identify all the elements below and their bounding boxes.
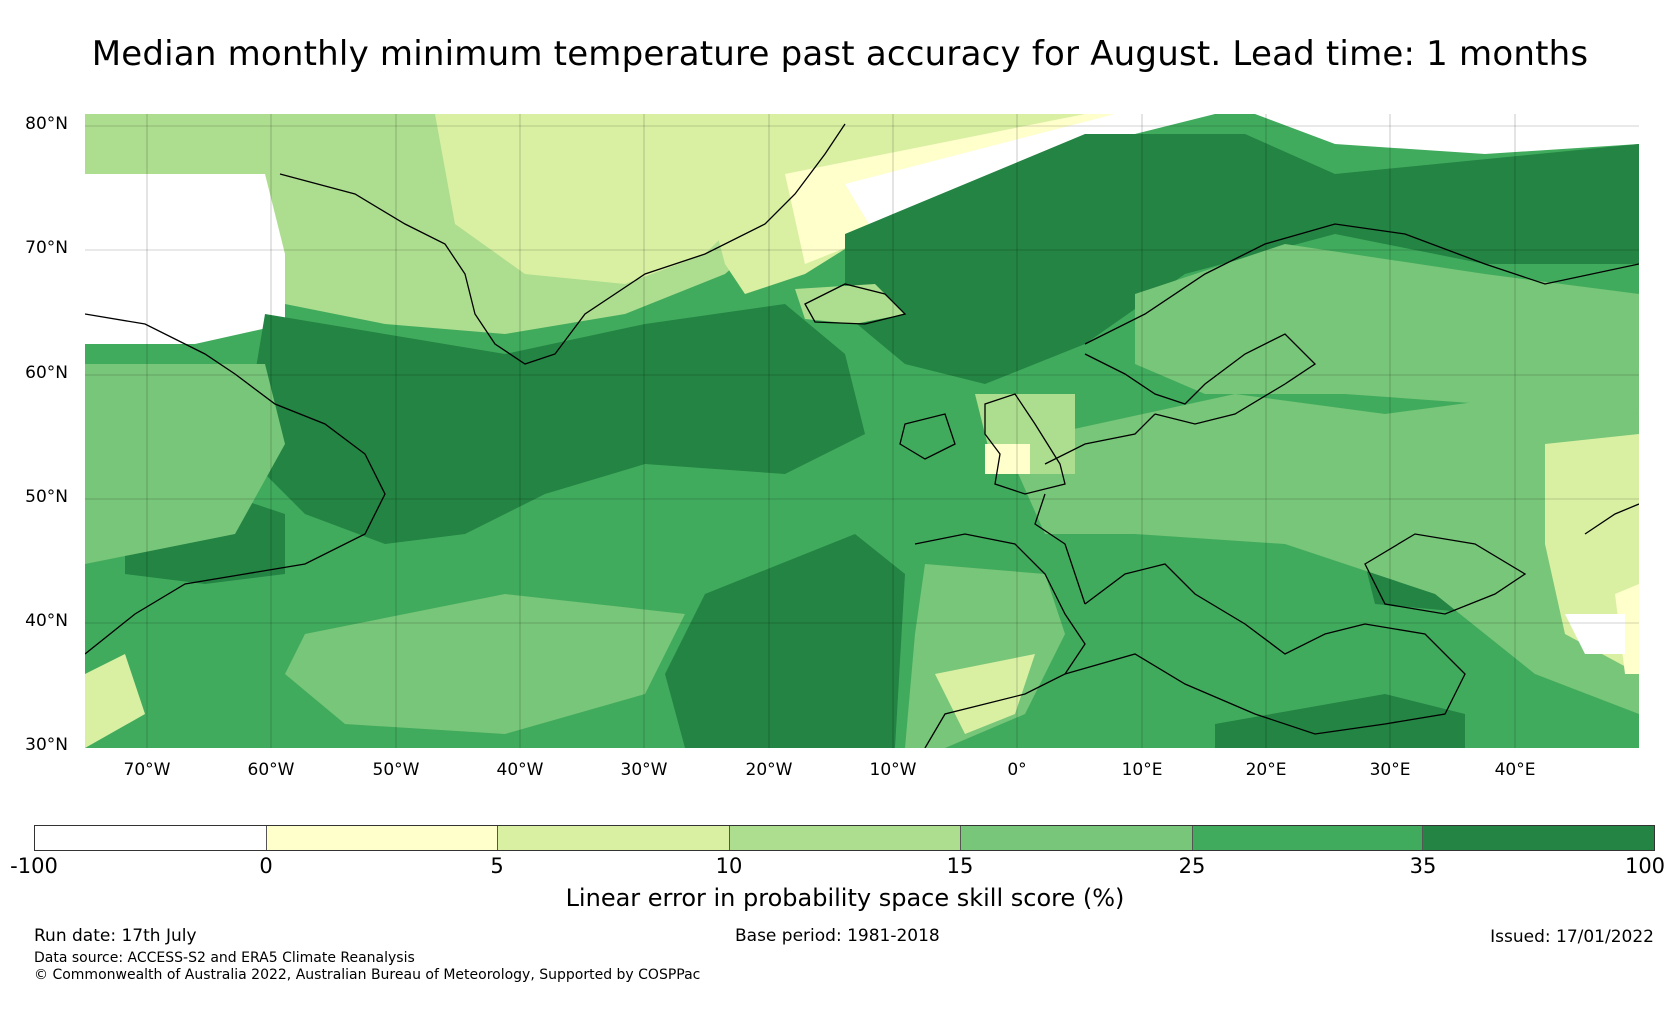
north-america-coast <box>85 313 386 655</box>
iberia-coast <box>914 533 1086 748</box>
skill-zone-iceland <box>795 284 905 324</box>
colorbar-tick-35: 35 <box>1409 854 1437 878</box>
latitude-label-60n: 60°N <box>25 363 68 383</box>
colorbar-tick-100: 100 <box>1624 854 1666 878</box>
longitude-label-30w: 30°W <box>620 760 668 780</box>
colorbar-tick-0: 0 <box>259 854 273 878</box>
skill-zone-ireland <box>985 444 1030 474</box>
longitude-label-0: 0° <box>1007 760 1027 780</box>
skill-zone-eastern-med <box>1215 694 1465 748</box>
skill-zone-negative-baffin <box>85 174 285 344</box>
colorbar-segment-negative <box>35 826 267 850</box>
skill-zone-caspian <box>1615 584 1639 674</box>
longitude-label-40w: 40°W <box>496 760 544 780</box>
skill-zone-negative-north <box>1255 114 1639 154</box>
longitude-label-20e: 20°E <box>1245 760 1287 780</box>
longitude-label-10e: 10°E <box>1121 760 1163 780</box>
skill-zone-north-atlantic <box>245 304 865 544</box>
latitude-label-30n: 30°N <box>25 735 68 755</box>
longitude-label-20w: 20°W <box>745 760 793 780</box>
skill-zone-negative-caucasus <box>1565 614 1625 654</box>
colorbar-segment-5-10 <box>498 826 731 850</box>
latitude-label-70n: 70°N <box>25 238 68 258</box>
copyright-notice: © Commonwealth of Australia 2022, Austra… <box>34 967 701 983</box>
iceland-coast <box>804 283 907 325</box>
latitude-label-50n: 50°N <box>25 487 68 507</box>
base-period: Base period: 1981-2018 <box>735 926 940 946</box>
skill-zone-iberia-africa <box>905 564 1065 748</box>
colorbar-segment-10-15 <box>730 826 961 850</box>
colorbar-segment-15-25 <box>960 826 1193 850</box>
longitude-label-50w: 50°W <box>372 760 420 780</box>
ireland-coast <box>899 413 956 460</box>
skill-zone-scandinavia <box>1135 244 1639 414</box>
graticule <box>85 114 1639 748</box>
colorbar-tick-15: 15 <box>946 854 974 878</box>
caspian-coast <box>1584 503 1639 535</box>
colorbar-segment-25-35 <box>1192 826 1424 850</box>
longitude-label-60w: 60°W <box>247 760 295 780</box>
latitude-label-80n: 80°N <box>25 114 68 134</box>
colorbar-segment-35-100 <box>1423 826 1655 850</box>
france-coast <box>1034 493 1086 605</box>
skill-zone-central-atlantic <box>285 594 685 734</box>
skill-zone-subtropical <box>665 534 905 748</box>
black-sea-coast <box>1364 533 1527 615</box>
great-britain-coast <box>984 393 1066 495</box>
skill-zone-morocco <box>935 654 1035 734</box>
colorbar-title: Linear error in probability space skill … <box>565 884 1125 912</box>
colorbar-segment-0-5 <box>266 826 499 850</box>
baltic-coast <box>1084 333 1317 425</box>
skill-score-field <box>85 114 1639 748</box>
latitude-label-40n: 40°N <box>25 611 68 631</box>
skill-zone-florida <box>85 654 145 748</box>
colorbar-tick-minus-100: -100 <box>10 854 58 878</box>
colorbar-tick-25: 25 <box>1178 854 1206 878</box>
skill-score-map <box>85 114 1639 748</box>
scandinavia-north-coast <box>1084 223 1639 345</box>
longitude-label-10w: 10°W <box>869 760 917 780</box>
data-source: Data source: ACCESS-S2 and ERA5 Climate … <box>34 950 415 966</box>
map-title: Median monthly minimum temperature past … <box>91 34 1589 74</box>
colorbar <box>34 825 1655 851</box>
longitude-label-30e: 30°E <box>1369 760 1411 780</box>
longitude-label-70w: 70°W <box>123 760 171 780</box>
mediterranean-north-coast <box>1084 563 1366 655</box>
skill-zone-europe <box>1005 394 1639 714</box>
north-sea-coast <box>1044 413 1156 465</box>
run-date: Run date: 17th July <box>34 926 197 946</box>
skill-zone-canada <box>85 364 285 564</box>
longitude-label-40e: 40°E <box>1494 760 1536 780</box>
issued-date: Issued: 17/01/2022 <box>1490 927 1654 947</box>
coastlines <box>85 123 1639 748</box>
skill-zone-nordic-seas <box>845 134 1639 384</box>
colorbar-tick-5: 5 <box>490 854 504 878</box>
greenland-coast <box>279 123 846 365</box>
mediterranean-south-coast <box>1064 623 1466 735</box>
colorbar-tick-10: 10 <box>715 854 743 878</box>
